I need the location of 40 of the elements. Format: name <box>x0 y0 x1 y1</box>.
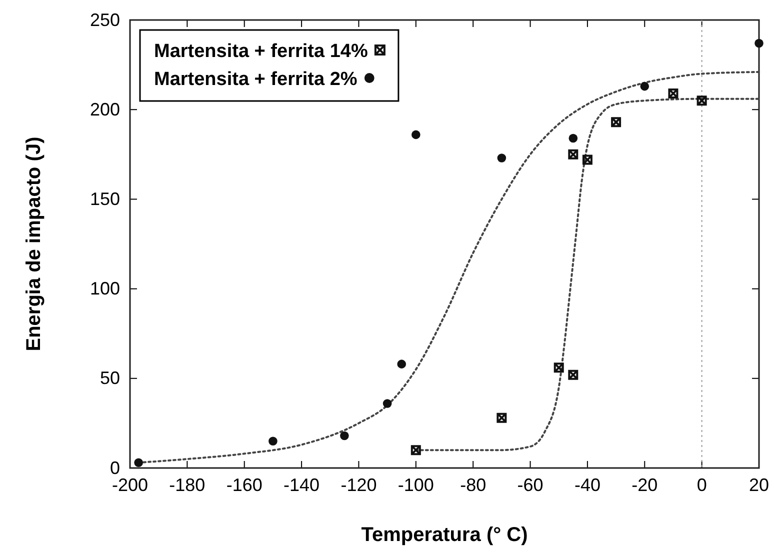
x-tick-label: -40 <box>574 474 600 495</box>
point <box>410 445 421 456</box>
line-series <box>414 98 760 452</box>
x-axis-title: Temperatura (° C) <box>361 524 528 546</box>
point <box>382 399 392 408</box>
y-tick-label: 150 <box>90 188 120 209</box>
y-tick-label: 200 <box>90 99 120 120</box>
point <box>611 117 622 128</box>
y-axis-title: Energia de impacto (J) <box>23 136 45 352</box>
x-tick-label: 20 <box>748 474 770 495</box>
point <box>582 154 592 165</box>
point <box>568 149 578 160</box>
x-tick-label: -60 <box>517 474 544 495</box>
point <box>340 431 349 440</box>
x-tick-label: -80 <box>460 474 486 495</box>
y-tick-label: 100 <box>90 278 120 299</box>
point <box>668 88 678 98</box>
point <box>397 360 406 368</box>
y-tick-label: 250 <box>90 10 120 30</box>
x-tick-label: -100 <box>398 474 434 495</box>
point <box>640 82 650 91</box>
point <box>568 370 578 380</box>
x-tick-label: 0 <box>696 474 707 495</box>
x-tick-label: -160 <box>226 474 262 495</box>
y-tick-label: 50 <box>100 368 120 388</box>
point <box>554 362 564 373</box>
point <box>134 458 143 468</box>
point <box>497 154 506 162</box>
legend-label: Martensita + ferrita 2% <box>154 69 358 90</box>
legend-label: Martensita + ferrita 14% <box>154 41 368 62</box>
point <box>412 130 420 140</box>
x-tick-label: -180 <box>169 474 206 495</box>
x-tick-label: -20 <box>632 474 658 495</box>
point <box>568 134 578 143</box>
x-tick-label: -120 <box>340 474 377 495</box>
point <box>496 412 507 423</box>
x-tick-label: -140 <box>284 474 320 495</box>
point <box>268 436 278 446</box>
point <box>696 96 707 106</box>
point <box>754 38 764 48</box>
